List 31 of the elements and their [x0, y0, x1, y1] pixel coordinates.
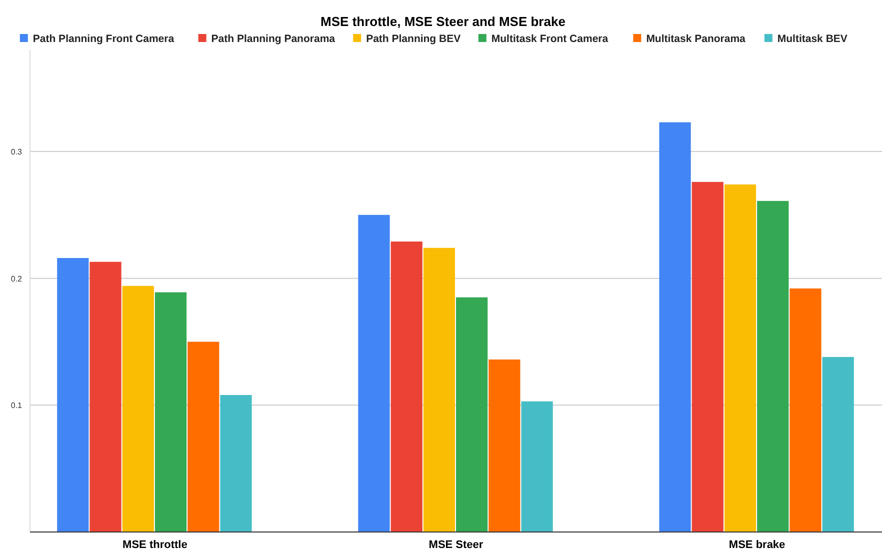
bar — [521, 401, 553, 532]
x-tick-label: MSE brake — [728, 539, 786, 551]
y-tick-label: 0.1 — [10, 401, 23, 410]
x-tick-label: MSE Steer — [428, 539, 484, 551]
bar — [822, 356, 854, 532]
bar — [57, 258, 89, 532]
y-tick-label: 0.3 — [10, 147, 23, 156]
legend-label: Path Planning BEV — [366, 33, 461, 45]
bar — [122, 286, 154, 532]
bar — [90, 262, 122, 532]
chart-title: MSE throttle, MSE Steer and MSE brake — [320, 14, 566, 29]
bar — [692, 182, 724, 532]
y-tick-label: 0.2 — [10, 274, 23, 284]
bar — [456, 297, 488, 532]
legend-label: Path Planning Front Camera — [32, 33, 174, 45]
legend-label: Multitask Panorama — [646, 33, 746, 45]
bar — [488, 359, 520, 532]
legend-label: Multitask Front Camera — [491, 33, 608, 45]
legend-label: Multitask BEV — [777, 33, 848, 45]
x-tick-label: MSE throttle — [122, 539, 188, 551]
bar — [423, 248, 455, 532]
legend-label: Path Planning Panorama — [211, 33, 336, 45]
bar — [757, 200, 789, 532]
bar — [220, 395, 252, 532]
bar — [724, 184, 756, 532]
bar — [790, 288, 822, 532]
bar — [154, 292, 187, 532]
bar — [358, 214, 390, 532]
bar — [390, 242, 422, 532]
bar — [188, 342, 220, 532]
bar — [659, 122, 691, 532]
